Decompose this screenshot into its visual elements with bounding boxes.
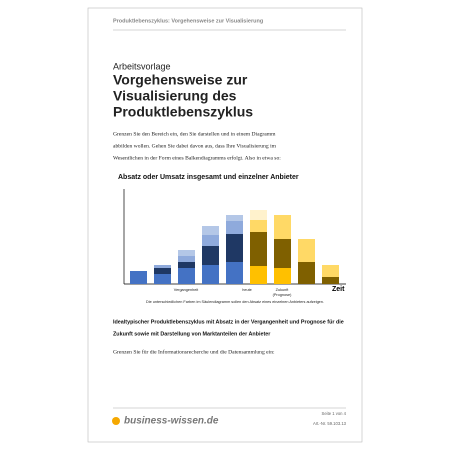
bar-segment — [178, 256, 195, 262]
article-number: Art.-Nr. 59.103.13 — [313, 421, 347, 426]
bar-segment — [322, 265, 339, 277]
chart-title: Absatz oder Umsatz insgesamt und einzeln… — [118, 174, 299, 181]
bar-segment — [298, 262, 315, 284]
logo: business-wissen.de — [124, 416, 219, 427]
period-label: (Prognose) — [273, 293, 293, 297]
bar-segment — [274, 215, 291, 239]
bar-segment — [154, 268, 171, 274]
doc-type: Arbeitsvorlage — [113, 61, 171, 71]
bar-segment — [154, 274, 171, 284]
bar-segment — [322, 277, 339, 284]
chart-note: Die unterschiedlichen Farben im Säulendi… — [146, 300, 324, 304]
bar-segment — [250, 266, 267, 284]
x-label: Zeit — [332, 286, 345, 293]
bar-segment — [274, 239, 291, 268]
bar-segment — [178, 250, 195, 256]
period-label: Zukunft — [276, 288, 290, 292]
prompt: Grenzen Sie für die Informationsrecherch… — [113, 348, 275, 355]
sheet — [87, 7, 363, 443]
bar-segment — [226, 215, 243, 221]
bar-segment — [130, 271, 147, 284]
bar-segment — [250, 220, 267, 232]
caption: Zukunft sowie mit Darstellung von Markta… — [113, 331, 271, 337]
title: Vorgehensweise zur — [113, 72, 248, 88]
bar-segment — [202, 235, 219, 246]
caption: Idealtypischer Produktlebenszyklus mit A… — [113, 319, 344, 325]
logo-dot — [112, 417, 120, 425]
bar-segment — [178, 268, 195, 284]
title: Visualisierung des — [113, 88, 237, 104]
bar-segment — [202, 226, 219, 235]
bar-segment — [226, 234, 243, 262]
bar-segment — [250, 232, 267, 266]
bar-segment — [274, 268, 291, 284]
page-number: Seite 1 von 4 — [322, 411, 347, 416]
bar-segment — [226, 221, 243, 234]
bar-segment — [178, 262, 195, 268]
intro: Wesentlichen in der Form eines Balkendia… — [113, 154, 281, 161]
bar-segment — [202, 265, 219, 284]
bar-segment — [226, 262, 243, 284]
title: Produktlebenszyklus — [113, 104, 253, 120]
period-label: Vergangenheit — [174, 288, 199, 292]
bar-segment — [202, 246, 219, 265]
period-label: heute — [242, 288, 252, 292]
intro: Grenzen Sie den Bereich ein, den Sie dar… — [113, 131, 276, 137]
bar-segment — [250, 210, 267, 220]
bar-segment — [154, 265, 171, 268]
bar-segment — [298, 239, 315, 262]
intro: abbilden wollen. Gehen Sie dabei davon a… — [113, 143, 277, 149]
running-title: Produktlebenszyklus: Vorgehensweise zur … — [113, 18, 263, 24]
